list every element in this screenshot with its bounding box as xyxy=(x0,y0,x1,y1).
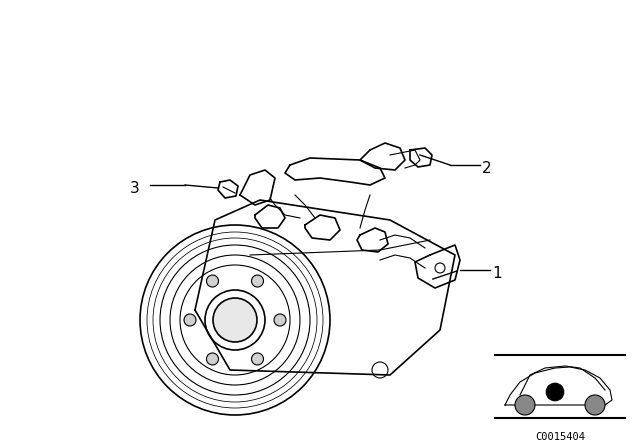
Circle shape xyxy=(207,353,218,365)
Circle shape xyxy=(207,275,218,287)
Circle shape xyxy=(213,298,257,342)
Circle shape xyxy=(252,275,264,287)
Circle shape xyxy=(515,395,535,415)
Circle shape xyxy=(585,395,605,415)
Text: 3: 3 xyxy=(131,181,140,195)
Circle shape xyxy=(274,314,286,326)
Text: C0015404: C0015404 xyxy=(535,432,585,442)
Text: 2: 2 xyxy=(482,160,492,176)
Circle shape xyxy=(184,314,196,326)
Circle shape xyxy=(546,383,564,401)
Circle shape xyxy=(252,353,264,365)
Text: 1: 1 xyxy=(492,266,502,280)
